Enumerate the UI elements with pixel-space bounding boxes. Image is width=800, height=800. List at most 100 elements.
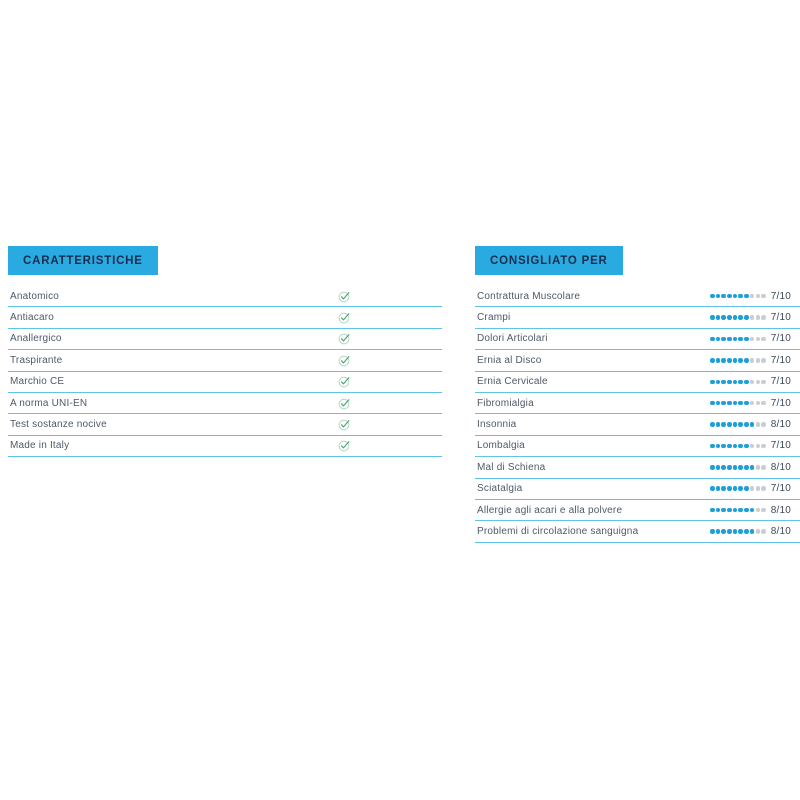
dot-filled-icon [710, 486, 715, 491]
rating-score: 7/10 [770, 397, 791, 409]
recommendation-row: Allergie agli acari e alla polvere 8/10 [475, 500, 800, 522]
dot-filled-icon [738, 443, 743, 449]
dot-filled-icon [732, 529, 738, 534]
dot-filled-icon [744, 336, 749, 342]
dot-filled-icon [738, 529, 743, 534]
dot-filled-icon [738, 422, 743, 427]
feature-row: Antiacaro [8, 307, 442, 329]
recommendation-label: Crampi [477, 312, 511, 324]
rating: 7/10 [709, 333, 800, 344]
dot-filled-icon [732, 293, 738, 299]
dot-filled-icon [721, 529, 726, 534]
dot-filled-icon [749, 529, 755, 534]
rating: 7/10 [709, 483, 800, 494]
dot-filled-icon [715, 443, 721, 449]
rating-score: 7/10 [770, 440, 791, 452]
dot-filled-icon [732, 400, 738, 406]
rating-score: 7/10 [770, 376, 791, 388]
dot-empty-icon [755, 358, 761, 363]
feature-row: Traspirante [8, 350, 442, 372]
dot-empty-icon [749, 400, 755, 406]
dot-filled-icon [710, 422, 715, 427]
recommendation-row: Ernia al Disco 7/10 [475, 350, 800, 372]
rating-dots [709, 422, 766, 427]
feature-label: Made in Italy [10, 440, 70, 452]
recommendation-label: Insonnia [477, 419, 517, 431]
dot-filled-icon [738, 358, 743, 363]
recommendation-label: Mal di Schiena [477, 461, 546, 473]
feature-label: Antiacaro [10, 312, 55, 324]
dot-filled-icon [710, 507, 715, 513]
recommendation-row: Contrattura Muscolare 7/10 [475, 286, 800, 308]
dot-filled-icon [721, 400, 726, 406]
dot-filled-icon [732, 443, 738, 449]
dot-empty-icon [755, 293, 761, 299]
feature-check-cell [338, 397, 442, 410]
feature-row: Marchio CE [8, 372, 442, 393]
feature-check-cell [338, 332, 442, 345]
dot-filled-icon [732, 486, 738, 491]
dot-empty-icon [755, 465, 761, 470]
dot-filled-icon [715, 507, 721, 513]
rating-dots [709, 507, 766, 513]
dot-empty-icon [761, 315, 766, 320]
rating: 7/10 [709, 398, 800, 409]
rating: 8/10 [709, 505, 800, 516]
dot-empty-icon [761, 507, 766, 513]
dot-filled-icon [721, 336, 726, 342]
consigliato-list: Contrattura Muscolare 7/10 Crampi 7/10 Dolor… [475, 286, 800, 543]
dot-filled-icon [727, 465, 732, 470]
dot-filled-icon [727, 379, 732, 384]
rating: 8/10 [709, 462, 800, 473]
rating-score: 8/10 [770, 504, 791, 516]
recommendation-row: Lombalgia 7/10 [475, 436, 800, 458]
dot-filled-icon [715, 422, 721, 427]
dot-filled-icon [721, 358, 726, 363]
rating-score: 7/10 [770, 312, 791, 324]
check-icon [338, 418, 351, 431]
dot-filled-icon [715, 486, 721, 491]
dot-filled-icon [732, 336, 738, 342]
dot-filled-icon [732, 507, 738, 513]
dot-filled-icon [727, 507, 732, 513]
feature-row: Anatomico [8, 286, 442, 308]
dot-empty-icon [761, 379, 766, 384]
feature-label: Traspirante [10, 354, 63, 366]
dot-filled-icon [721, 465, 726, 470]
recommendation-label: Lombalgia [477, 440, 525, 452]
dot-filled-icon [727, 293, 732, 299]
dot-filled-icon [738, 400, 743, 406]
consigliato-header: CONSIGLIATO PER [475, 246, 623, 275]
feature-check-cell [338, 311, 442, 324]
dot-empty-icon [761, 336, 766, 342]
dot-filled-icon [710, 465, 715, 470]
dot-empty-icon [749, 486, 755, 491]
feature-label: Test sostanze nocive [10, 419, 107, 431]
dot-filled-icon [738, 507, 743, 513]
dot-empty-icon [749, 379, 755, 384]
dot-filled-icon [744, 443, 749, 449]
dot-empty-icon [755, 315, 761, 320]
dot-filled-icon [727, 443, 732, 449]
feature-row: Anallergico [8, 329, 442, 351]
dot-empty-icon [761, 443, 766, 449]
rating-dots [709, 315, 766, 320]
dot-filled-icon [744, 465, 749, 470]
dot-filled-icon [710, 529, 715, 534]
rating-score: 8/10 [770, 419, 791, 431]
check-icon [338, 397, 351, 410]
rating-dots [709, 486, 766, 491]
recommendation-row: Sciatalgia 7/10 [475, 479, 800, 500]
rating-dots [709, 379, 766, 384]
rating-dots [709, 293, 766, 299]
dot-filled-icon [715, 293, 721, 299]
dot-filled-icon [744, 486, 749, 491]
dot-filled-icon [727, 400, 732, 406]
recommendation-row: Insonnia 8/10 [475, 414, 800, 436]
dot-empty-icon [755, 529, 761, 534]
dot-empty-icon [755, 379, 761, 384]
rating: 7/10 [709, 355, 800, 366]
feature-row: A norma UNI-EN [8, 393, 442, 415]
recommendation-label: Dolori Articolari [477, 333, 548, 345]
dot-filled-icon [732, 315, 738, 320]
